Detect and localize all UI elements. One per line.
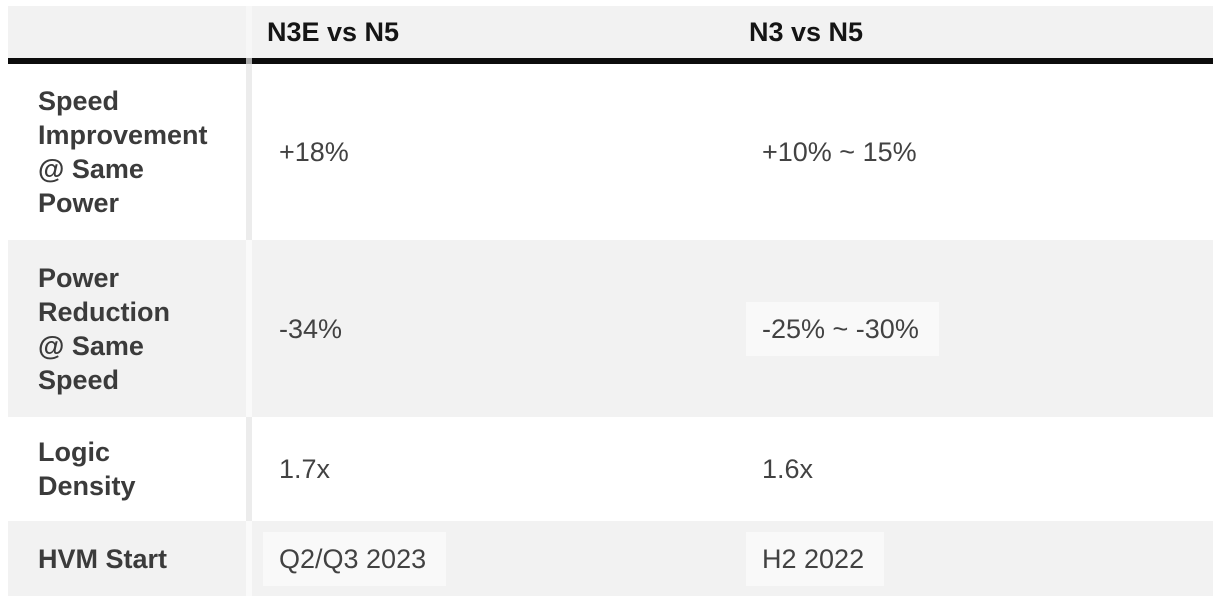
- cell-n3-logic-density: 1.6x: [735, 417, 1213, 521]
- table-header-row: N3E vs N5 N3 vs N5: [8, 6, 1213, 64]
- column-divider: [246, 521, 252, 596]
- cell-value: +18%: [279, 137, 349, 167]
- table-row: Speed Improvement @ Same Power +18% +10%…: [8, 64, 1213, 240]
- cell-value: Q2/Q3 2023: [263, 531, 447, 586]
- cell-value: H2 2022: [746, 531, 885, 586]
- table-row: Logic Density 1.7x 1.6x: [8, 417, 1213, 521]
- column-divider: [246, 417, 252, 521]
- column-header-n3-vs-n5: N3 vs N5: [735, 6, 1213, 64]
- column-header-label: N3E vs N5: [267, 16, 400, 47]
- row-label-logic-density: Logic Density: [8, 417, 246, 521]
- cell-n3-hvm-start: H2 2022: [735, 521, 1213, 596]
- cell-value: +10% ~ 15%: [762, 137, 917, 167]
- cell-n3-power-reduction: -25% ~ -30%: [735, 240, 1213, 417]
- cell-n3e-logic-density: 1.7x: [252, 417, 735, 521]
- column-header-n3e-vs-n5: N3E vs N5: [252, 6, 735, 64]
- table-row: Power Reduction @ Same Speed -34% -25% ~…: [8, 240, 1213, 417]
- cell-n3e-speed-improvement: +18%: [252, 64, 735, 240]
- cell-n3e-hvm-start: Q2/Q3 2023: [252, 521, 735, 596]
- cell-n3e-power-reduction: -34%: [252, 240, 735, 417]
- row-label-text: Logic Density: [38, 437, 136, 501]
- cell-value: -25% ~ -30%: [746, 301, 939, 356]
- cell-value: -34%: [279, 313, 343, 344]
- cell-value: 1.7x: [279, 454, 331, 484]
- cell-value: 1.6x: [762, 454, 814, 484]
- column-header-label: N3 vs N5: [749, 16, 864, 47]
- column-divider: [246, 64, 252, 240]
- column-divider: [246, 6, 252, 64]
- cell-n3-speed-improvement: +10% ~ 15%: [735, 64, 1213, 240]
- header-corner-cell: [8, 6, 246, 64]
- row-label-power-reduction: Power Reduction @ Same Speed: [8, 240, 246, 417]
- process-comparison-table: N3E vs N5 N3 vs N5 Speed Improvement @ S…: [8, 6, 1213, 596]
- table-row: HVM Start Q2/Q3 2023 H2 2022: [8, 521, 1213, 596]
- column-divider: [246, 240, 252, 417]
- row-label-speed-improvement: Speed Improvement @ Same Power: [8, 64, 246, 240]
- row-label-text: Speed Improvement @ Same Power: [38, 86, 208, 218]
- row-label-text: Power Reduction @ Same Speed: [38, 262, 170, 395]
- row-label-text: HVM Start: [38, 543, 168, 574]
- row-label-hvm-start: HVM Start: [8, 521, 246, 596]
